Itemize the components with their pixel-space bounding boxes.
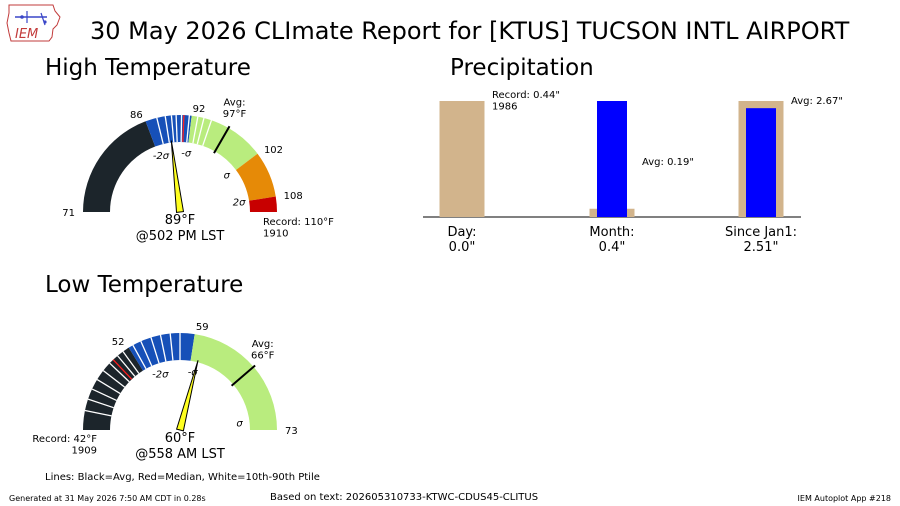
iowa-outline-icon <box>6 4 61 42</box>
bar-note-0: Record: 0.44" 1986 <box>492 90 560 113</box>
precipitation-title: Precipitation <box>450 55 594 81</box>
percentile-line-10 <box>150 337 160 364</box>
sigma-label-0: -2σ <box>152 369 169 380</box>
percentile-line-0 <box>84 409 112 417</box>
percentile-line-8 <box>202 120 213 146</box>
observed-bar-1 <box>597 101 627 217</box>
percentile-line-3 <box>96 378 121 395</box>
tick-label-0: 52 <box>112 337 125 348</box>
percentile-line-11 <box>159 334 167 362</box>
percentile-line-1 <box>164 116 170 143</box>
gauge-zone-3 <box>235 153 276 201</box>
percentile-line-6 <box>192 116 199 144</box>
lines-legend-note: Lines: Black=Avg, Red=Median, White=10th… <box>45 472 320 483</box>
low-temperature-title: Low Temperature <box>45 272 244 298</box>
reference-bar-0 <box>439 101 485 217</box>
sigma-label-3: 2σ <box>233 197 246 208</box>
iem-logo: IEM <box>6 4 61 42</box>
percentile-line-9 <box>140 340 153 367</box>
tick-label-3: 102 <box>264 145 283 156</box>
percentile-line-7 <box>122 351 140 374</box>
gauge-zone-1 <box>128 333 195 371</box>
tick-label-1: 59 <box>196 322 209 333</box>
tick-label-2: 73 <box>285 426 298 437</box>
percentile-line-5 <box>186 115 191 143</box>
category-label-1: Month: 0.4" <box>589 225 634 255</box>
avg-label: Avg: 66°F <box>251 339 275 362</box>
sigma-label-2: σ <box>236 419 243 430</box>
gauge-value-label: 60°F <box>165 431 196 446</box>
percentile-line-3 <box>175 115 178 143</box>
median-line <box>182 115 185 143</box>
category-label-2: Since Jan1: 2.51" <box>725 225 797 255</box>
sigma-label-2: σ <box>224 170 231 181</box>
percentile-line-2 <box>170 115 175 143</box>
percentile-line-5 <box>109 362 130 383</box>
percentile-line-4 <box>102 370 126 388</box>
observed-bar-2 <box>746 108 776 217</box>
percentile-line-1 <box>87 398 114 409</box>
bar-note-1: Avg: 0.19" <box>642 157 694 168</box>
high-temperature-title: High Temperature <box>45 55 251 81</box>
gauge-zone-2 <box>188 115 258 170</box>
gauge-zone-1 <box>145 115 192 147</box>
sigma-label-0: -2σ <box>153 151 170 162</box>
avg-line <box>213 125 231 154</box>
logo-text: IEM <box>15 27 38 42</box>
tick-label-2: 92 <box>193 104 206 115</box>
median-line <box>112 359 133 380</box>
gauge-value-label: 89°F <box>165 213 196 228</box>
percentile-line-12 <box>169 333 174 361</box>
tick-label-0: 71 <box>62 208 75 219</box>
percentile-line-8 <box>132 344 147 370</box>
gauge-zone-2 <box>190 334 277 430</box>
gauge-time-label: @502 PM LST <box>136 229 225 244</box>
footer-generated: Generated at 31 May 2026 7:50 AM CDT in … <box>9 494 206 503</box>
gauge-zone-0 <box>83 121 156 212</box>
percentile-line-2 <box>91 388 117 402</box>
avg-line <box>230 364 256 387</box>
tick-label-1: 86 <box>130 110 143 121</box>
category-label-0: Day: 0.0" <box>447 225 476 255</box>
sigma-label-1: -σ <box>181 148 192 159</box>
avg-label: Avg: 97°F <box>223 98 247 121</box>
record-label: Record: 42°F 1909 <box>32 434 97 457</box>
footer-app-id: IEM Autoplot App #218 <box>797 494 891 503</box>
gauge-needle <box>175 360 199 432</box>
bar-note-2: Avg: 2.67" <box>791 96 843 107</box>
percentile-line-7 <box>196 117 205 145</box>
tick-label-4: 108 <box>284 191 303 202</box>
sigma-label-1: -σ <box>188 367 199 378</box>
gauge-time-label: @558 AM LST <box>135 447 225 462</box>
footer-source-text: Based on text: 202605310733-KTWC-CDUS45-… <box>270 492 539 503</box>
percentile-line-6 <box>117 355 136 377</box>
record-label: Record: 110°F 1910 <box>263 217 334 240</box>
page-title: 30 May 2026 CLImate Report for [KTUS] TU… <box>90 17 850 45</box>
gauge-zone-4 <box>249 196 277 212</box>
gauge-needle <box>170 140 185 213</box>
percentile-line-0 <box>156 117 164 145</box>
